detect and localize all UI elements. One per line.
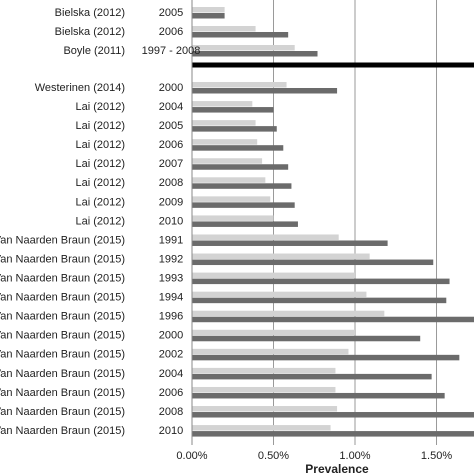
year-label: 2004 <box>159 368 183 380</box>
x-tick-label: 1.50% <box>421 450 452 462</box>
year-label: 2007 <box>159 158 183 170</box>
year-label: 2006 <box>159 139 183 151</box>
year-label: 1996 <box>159 311 183 323</box>
bar <box>192 272 356 279</box>
bar <box>192 412 474 418</box>
year-label: 1994 <box>159 292 183 304</box>
bar <box>192 348 349 355</box>
bar <box>192 335 421 342</box>
x-tick-label: 1.00% <box>339 450 370 462</box>
bar <box>192 354 460 361</box>
year-label: 2008 <box>159 406 183 418</box>
category-label: Boyle (2011) <box>63 45 125 57</box>
bar <box>192 329 356 336</box>
bar <box>192 32 289 38</box>
year-label: 1992 <box>159 253 183 265</box>
year-label: 2002 <box>159 349 183 361</box>
category-label: Lai (2012) <box>75 101 125 113</box>
category-label: Lai (2012) <box>75 120 125 132</box>
year-label: 2010 <box>159 425 183 437</box>
bar <box>192 253 370 260</box>
bar <box>192 259 434 266</box>
category-label: Bielska (2012) <box>55 26 125 38</box>
x-tick-label: 0.00% <box>176 450 207 462</box>
bar <box>192 82 287 88</box>
category-label: Van Naarden Braun (2015) <box>0 406 125 418</box>
bar <box>192 107 274 113</box>
bar <box>192 26 256 32</box>
bar <box>192 310 385 317</box>
year-label: 2004 <box>159 101 183 113</box>
category-label: Lai (2012) <box>75 196 125 208</box>
bar <box>192 202 295 208</box>
bar <box>192 431 474 437</box>
category-label: Van Naarden Braun (2015) <box>0 273 125 285</box>
bar <box>192 215 274 221</box>
bar <box>192 183 292 189</box>
bar <box>192 278 450 285</box>
x-tick-label: 0.50% <box>258 450 289 462</box>
bar <box>192 7 225 13</box>
year-label: 2010 <box>159 215 183 227</box>
category-label: Van Naarden Braun (2015) <box>0 349 125 361</box>
bar <box>192 406 338 412</box>
bar <box>192 88 338 94</box>
category-label: Van Naarden Braun (2015) <box>0 425 125 437</box>
category-label: Lai (2012) <box>75 158 125 170</box>
category-label: Bielska (2012) <box>55 7 125 19</box>
bar <box>192 145 284 151</box>
year-label: 1993 <box>159 273 183 285</box>
bar <box>192 120 256 126</box>
category-label: Van Naarden Braun (2015) <box>0 368 125 380</box>
bar <box>192 221 298 227</box>
bar <box>192 45 295 51</box>
category-label: Van Naarden Braun (2015) <box>0 387 125 399</box>
category-label: Van Naarden Braun (2015) <box>0 311 125 323</box>
bar <box>192 386 336 393</box>
year-label: 1991 <box>159 234 183 246</box>
category-label: Van Naarden Braun (2015) <box>0 234 125 246</box>
category-label: Lai (2012) <box>75 177 125 189</box>
bar <box>192 164 289 170</box>
bar <box>192 51 318 57</box>
category-label: Van Naarden Braun (2015) <box>0 253 125 265</box>
bar <box>192 234 339 240</box>
category-label: Westerinen (2014) <box>35 82 125 94</box>
year-label: 2005 <box>159 120 183 132</box>
year-label: 2005 <box>159 7 183 19</box>
year-label: 2000 <box>159 82 183 94</box>
year-label: 2006 <box>159 387 183 399</box>
bar <box>192 291 367 298</box>
bar <box>192 316 474 323</box>
bar <box>192 425 331 431</box>
bar <box>192 392 445 399</box>
bar <box>192 367 336 374</box>
year-label: 2008 <box>159 177 183 189</box>
bar <box>192 297 447 304</box>
year-label: 1997 - 2008 <box>142 45 201 57</box>
year-label: 2006 <box>159 26 183 38</box>
bar <box>192 158 263 164</box>
year-label: 2009 <box>159 196 183 208</box>
bar <box>192 13 225 19</box>
year-label: 2000 <box>159 330 183 342</box>
bar <box>192 177 266 183</box>
bar <box>192 126 277 132</box>
bar <box>192 240 388 246</box>
category-label: Lai (2012) <box>75 139 125 151</box>
category-label: Van Naarden Braun (2015) <box>0 292 125 304</box>
category-label: Lai (2012) <box>75 215 125 227</box>
bar <box>192 196 271 202</box>
bar <box>192 373 432 380</box>
bar <box>192 101 253 107</box>
bar <box>192 139 258 145</box>
category-label: Van Naarden Braun (2015) <box>0 330 125 342</box>
x-axis-title: Prevalence <box>305 462 369 474</box>
